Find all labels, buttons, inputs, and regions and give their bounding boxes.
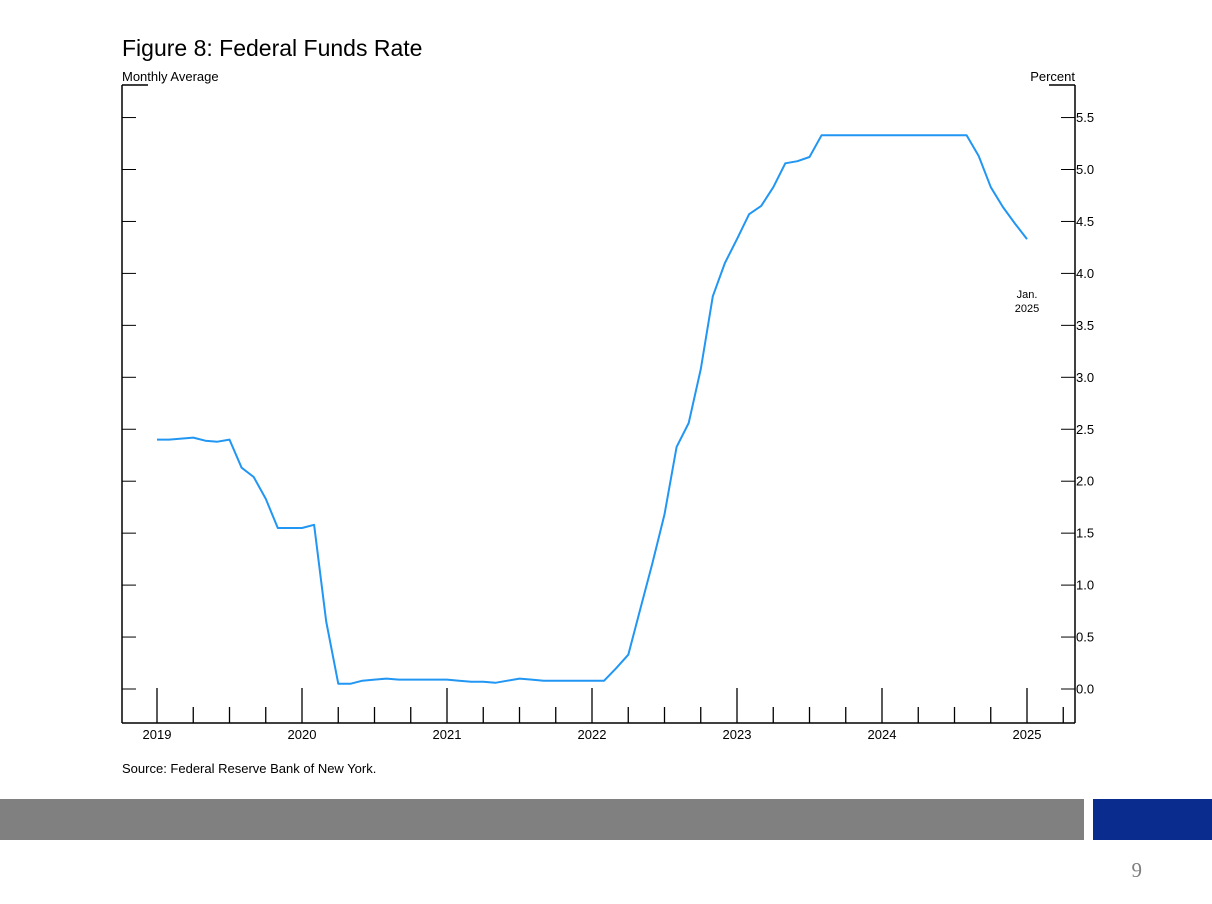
line-chart: 0.0 0.5 1.0 1.5 2.0 2.5 3.0 3.5 4.0 4.5 5.0 5.5 201… — [121, 84, 1094, 742]
y-tick-label: 3.0 — [1076, 370, 1094, 385]
y-tick-label: 2.0 — [1076, 474, 1094, 489]
chart-title: Figure 8: Federal Funds Rate — [122, 35, 423, 61]
y-tick-label: 3.5 — [1076, 318, 1094, 333]
y-tick-label: 5.0 — [1076, 162, 1094, 177]
x-axis-ticks: 2019 2020 2021 2022 2023 2024 2025 — [143, 688, 1064, 742]
page-number: 9 — [1131, 858, 1143, 882]
y-axis-ticks: 0.0 0.5 1.0 1.5 2.0 2.5 3.0 3.5 4.0 4.5 5.0 5.5 — [122, 110, 1094, 697]
x-tick-label: 2019 — [143, 727, 172, 742]
x-tick-label: 2021 — [433, 727, 462, 742]
annotation-2025: 2025 — [1015, 303, 1039, 315]
chart-frame — [121, 84, 1076, 724]
y-tick-label: 4.0 — [1076, 266, 1094, 281]
y-tick-label: 0.5 — [1076, 630, 1094, 645]
footer-gray-band — [0, 799, 1084, 840]
series-group — [157, 134, 1028, 685]
y-tick-label: 2.5 — [1076, 422, 1094, 437]
right-axis-caption: Percent — [1030, 69, 1075, 84]
left-axis-caption: Monthly Average — [122, 69, 219, 84]
x-tick-label: 2024 — [868, 727, 897, 742]
y-tick-label: 1.0 — [1076, 578, 1094, 593]
y-tick-label: 4.5 — [1076, 214, 1094, 229]
annotation-jan: Jan. — [1017, 289, 1038, 301]
series-line-fed-funds-rate — [157, 134, 1028, 685]
x-tick-label: 2023 — [723, 727, 752, 742]
footer-blue-band — [1093, 799, 1212, 840]
x-tick-label: 2022 — [578, 727, 607, 742]
y-tick-label: 1.5 — [1076, 526, 1094, 541]
x-tick-label: 2025 — [1013, 727, 1042, 742]
y-tick-label: 5.5 — [1076, 110, 1094, 125]
x-tick-label: 2020 — [288, 727, 317, 742]
y-tick-label: 0.0 — [1076, 682, 1094, 697]
source-note: Source: Federal Reserve Bank of New York… — [122, 761, 377, 776]
